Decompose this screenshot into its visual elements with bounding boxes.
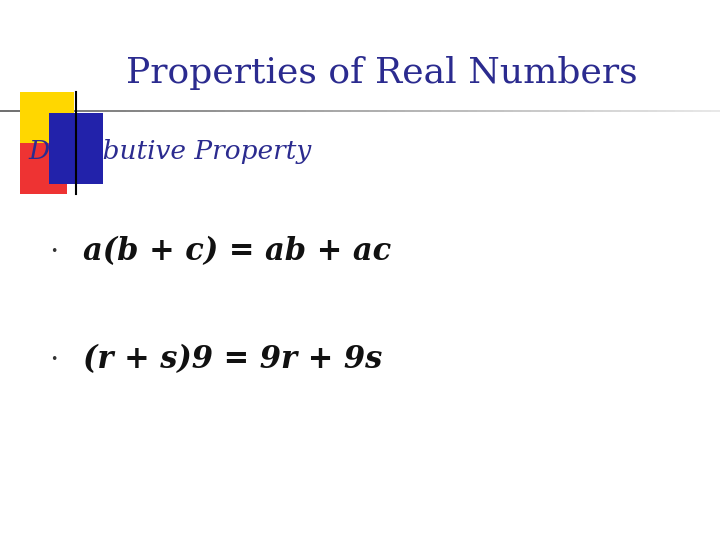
Text: •: • <box>50 353 58 366</box>
Bar <box>49 113 103 184</box>
Bar <box>20 92 74 154</box>
Text: Distributive Property: Distributive Property <box>29 139 312 164</box>
Bar <box>20 143 67 194</box>
Text: (r + s)9 = 9r + 9s: (r + s)9 = 9r + 9s <box>83 343 382 375</box>
Text: Properties of Real Numbers: Properties of Real Numbers <box>126 56 638 90</box>
Text: a(b + c) = ab + ac: a(b + c) = ab + ac <box>83 235 391 267</box>
Text: •: • <box>50 245 58 258</box>
